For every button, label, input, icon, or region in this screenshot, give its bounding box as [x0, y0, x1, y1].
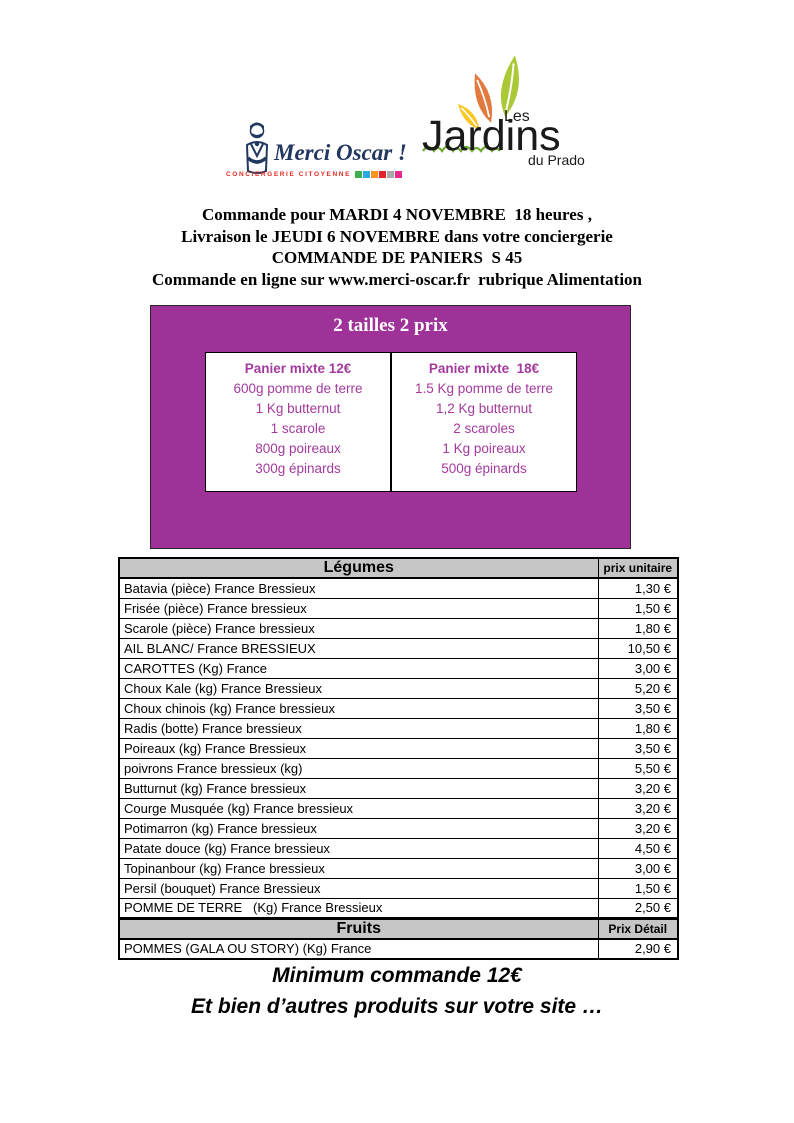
- basket-item: 600g pomme de terre: [233, 381, 363, 396]
- table-row: Courge Musquée (kg) France bressieux 3,20…: [118, 797, 679, 819]
- header-line-delivery: Livraison le JEUDI 6 NOVEMBRE dans votre…: [181, 226, 613, 246]
- basket-small-title: Panier mixte 12€: [244, 361, 352, 376]
- table-row: Batavia (pièce) France Bressieux 1,30 €: [118, 577, 679, 599]
- table-row: Butturnut (kg) France bressieux 3,20 €: [118, 777, 679, 799]
- product-name: Potimarron (kg) France bressieux: [118, 817, 599, 839]
- product-price: 2,50 €: [597, 897, 679, 919]
- basket-small: Panier mixte 12€ 600g pomme de terre 1 K…: [206, 353, 390, 491]
- table-row: Poireaux (kg) France Bressieux 3,50 €: [118, 737, 679, 759]
- product-name: Scarole (pièce) France bressieux: [118, 617, 599, 639]
- product-name: Butturnut (kg) France bressieux: [118, 777, 599, 799]
- footer-note: Minimum commande 12€ Et bien d’autres pr…: [0, 960, 794, 1022]
- order-header-text: Commande pour MARDI 4 NOVEMBRE 18 heures…: [0, 204, 794, 290]
- product-name: Frisée (pièce) France bressieux: [118, 597, 599, 619]
- product-name: Courge Musquée (kg) France bressieux: [118, 797, 599, 819]
- minimum-order-text: Minimum commande 12€: [272, 964, 522, 987]
- table-row: Persil (bouquet) France Bressieux 1,50 €: [118, 877, 679, 899]
- table-row: Radis (botte) France bressieux 1,80 €: [118, 717, 679, 739]
- product-price: 1,80 €: [597, 617, 679, 639]
- product-price: 3,00 €: [597, 657, 679, 679]
- table-row: Frisée (pièce) France bressieux 1,50 €: [118, 597, 679, 619]
- product-name: CAROTTES (Kg) France: [118, 657, 599, 679]
- basket-options: Panier mixte 12€ 600g pomme de terre 1 K…: [205, 352, 577, 492]
- product-name: POMME DE TERRE (Kg) France Bressieux: [118, 897, 599, 919]
- product-name: Topinanbour (kg) France bressieux: [118, 857, 599, 879]
- product-name: POMMES (GALA OU STORY) (Kg) France: [118, 938, 599, 959]
- jardins-subtitle-text: du Prado: [528, 152, 585, 168]
- product-name: Choux Kale (kg) France Bressieux: [118, 677, 599, 699]
- product-name: Radis (botte) France bressieux: [118, 717, 599, 739]
- jardins-du-prado-logo: Les Jardins du Prado: [420, 53, 605, 175]
- table-section-header-legumes: Légumes prix unitaire: [118, 557, 679, 579]
- product-price: 4,50 €: [597, 837, 679, 859]
- table-row: Scarole (pièce) France bressieux 1,80 €: [118, 617, 679, 639]
- basket-item: 1 Kg butternut: [255, 401, 341, 416]
- product-price: 3,50 €: [597, 737, 679, 759]
- table-row: CAROTTES (Kg) France 3,00 €: [118, 657, 679, 679]
- price-column-header: Prix Détail: [597, 916, 679, 940]
- merci-oscar-tagline: CONCIERGERIE CITOYENNE: [226, 171, 352, 178]
- basket-item: 500g épinards: [441, 461, 527, 476]
- table-row: Potimarron (kg) France bressieux 3,20 €: [118, 817, 679, 839]
- jardins-les-text: Les: [504, 108, 530, 125]
- product-price: 3,20 €: [597, 777, 679, 799]
- table-row: poivrons France bressieux (kg) 5,50 €: [118, 757, 679, 779]
- header-line-website: Commande en ligne sur www.merci-oscar.fr…: [152, 269, 642, 289]
- promo-title: 2 tailles 2 prix: [333, 315, 448, 336]
- merci-oscar-logo: Merci Oscar ! CONCIERGERIE CITOYENNE: [226, 120, 407, 184]
- section-title: Légumes: [118, 557, 599, 579]
- basket-item: 1,2 Kg butternut: [435, 401, 533, 416]
- grass-squiggle-icon: [422, 145, 501, 153]
- price-column-header: prix unitaire: [597, 557, 679, 579]
- more-products-text: Et bien d’autres produits sur votre site…: [191, 995, 603, 1018]
- basket-item: 2 scaroles: [453, 421, 515, 436]
- product-name: Choux chinois (kg) France bressieux: [118, 697, 599, 719]
- table-row: AIL BLANC/ France BRESSIEUX 10,50 €: [118, 637, 679, 659]
- table-row: Choux chinois (kg) France bressieux 3,50 …: [118, 697, 679, 719]
- basket-item: 1 scarole: [270, 421, 326, 436]
- basket-item: 800g poireaux: [255, 441, 341, 456]
- product-name: Batavia (pièce) France Bressieux: [118, 577, 599, 599]
- basket-item: 1.5 Kg pomme de terre: [414, 381, 554, 396]
- basket-item: 1 Kg poireaux: [442, 441, 526, 456]
- product-price: 1,30 €: [597, 577, 679, 599]
- product-price: 5,50 €: [597, 757, 679, 779]
- product-price: 5,20 €: [597, 677, 679, 699]
- product-name: Persil (bouquet) France Bressieux: [118, 877, 599, 899]
- product-name: AIL BLANC/ France BRESSIEUX: [118, 637, 599, 659]
- product-price: 1,80 €: [597, 717, 679, 739]
- product-price: 1,50 €: [597, 597, 679, 619]
- jardins-wordmark-text: Jardins: [422, 112, 561, 160]
- product-price: 3,50 €: [597, 697, 679, 719]
- promo-box: 2 tailles 2 prix Panier mixte 12€ 600g p…: [150, 305, 631, 549]
- three-leaves-icon: Les Jardins du Prado: [422, 55, 585, 168]
- merci-oscar-wordmark: Merci Oscar !: [274, 140, 407, 165]
- product-price: 2,90 €: [597, 938, 679, 959]
- table-row: POMMES (GALA OU STORY) (Kg) France 2,90 €: [118, 938, 679, 959]
- basket-large: Panier mixte 18€ 1.5 Kg pomme de terre 1…: [390, 353, 576, 491]
- product-name: Poireaux (kg) France Bressieux: [118, 737, 599, 759]
- table-section-header-fruits: Fruits Prix Détail: [118, 916, 679, 940]
- product-price: 10,50 €: [597, 637, 679, 659]
- basket-large-title: Panier mixte 18€: [428, 361, 540, 376]
- product-name: Patate douce (kg) France bressieux: [118, 837, 599, 859]
- product-name: poivrons France bressieux (kg): [118, 757, 599, 779]
- header-line-week: COMMANDE DE PANIERS S 45: [271, 248, 523, 267]
- price-table: Légumes prix unitaire Batavia (pièce) Fr…: [118, 557, 679, 960]
- table-row: Choux Kale (kg) France Bressieux 5,20 €: [118, 677, 679, 699]
- table-row: Patate douce (kg) France bressieux 4,50 €: [118, 837, 679, 859]
- header-line-order-deadline: Commande pour MARDI 4 NOVEMBRE 18 heures…: [202, 205, 592, 224]
- section-title: Fruits: [118, 916, 599, 940]
- brand-color-squares-icon: [355, 171, 403, 178]
- product-price: 3,20 €: [597, 817, 679, 839]
- product-price: 3,00 €: [597, 857, 679, 879]
- table-row: POMME DE TERRE (Kg) France Bressieux 2,50…: [118, 897, 679, 919]
- basket-item: 300g épinards: [255, 461, 341, 476]
- table-row: Topinanbour (kg) France bressieux 3,00 €: [118, 857, 679, 879]
- product-price: 1,50 €: [597, 877, 679, 899]
- product-price: 3,20 €: [597, 797, 679, 819]
- waiter-man-icon: [245, 122, 269, 174]
